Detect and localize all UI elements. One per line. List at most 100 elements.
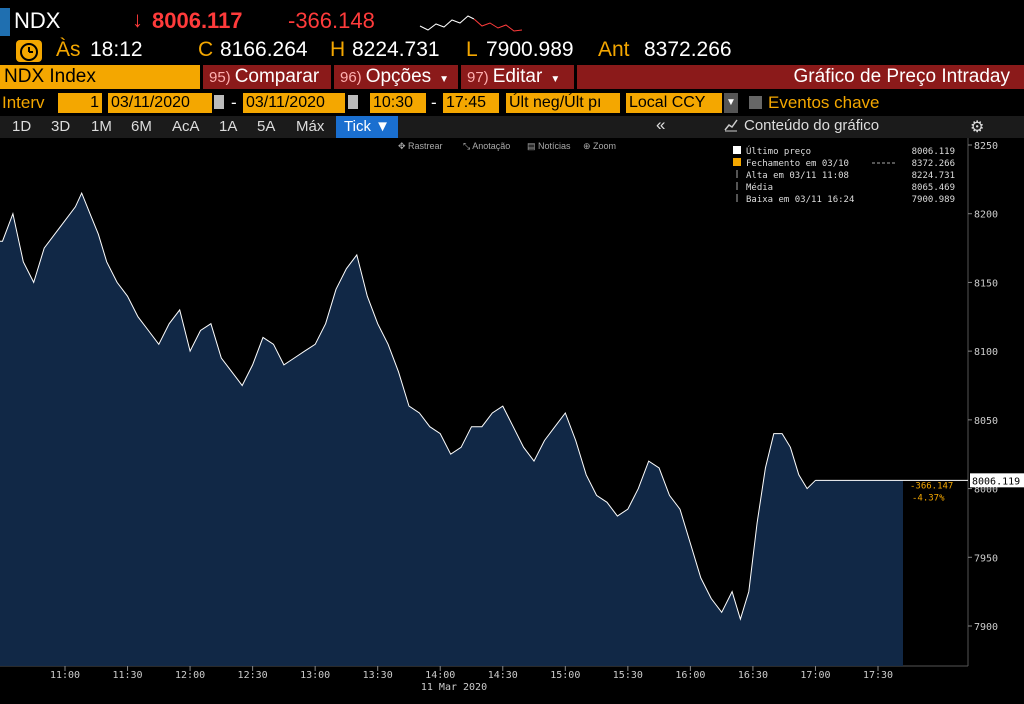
range-max[interactable]: Máx (296, 118, 325, 135)
chart-function-title: Gráfico de Preço Intraday (577, 65, 1024, 89)
y-tick-label: 8250 (974, 141, 998, 152)
end-date-input[interactable]: 03/11/2020 (243, 93, 345, 113)
chart-content-button[interactable]: Conteúdo do gráfico (744, 117, 880, 134)
legend-value: 8224.731 (912, 171, 955, 181)
x-tick-label: 12:00 (175, 670, 205, 681)
y-tick-label: 7950 (974, 553, 998, 564)
start-time-input[interactable]: 10:30 (370, 93, 426, 113)
chart-line-icon (724, 118, 738, 136)
range-1m[interactable]: 1M (91, 118, 112, 135)
low-label: L (466, 38, 478, 61)
change-pct-label: -4.37% (912, 493, 945, 503)
news-tool[interactable]: ▤ Notícias (527, 141, 571, 151)
sparkline-icon (419, 15, 523, 32)
change-label: -366.147 (910, 481, 953, 491)
x-tick-label: 14:30 (488, 670, 518, 681)
price-area-fill (0, 193, 903, 666)
x-tick-label: 14:00 (425, 670, 455, 681)
y-tick-label: 8000 (974, 485, 998, 496)
end-time-input[interactable]: 17:45 (443, 93, 499, 113)
y-tick-label: 7900 (974, 622, 998, 633)
track-tool[interactable]: ✥ Rastrear (398, 141, 443, 151)
events-checkbox[interactable] (749, 96, 762, 109)
last-value-label: 8006.119 (972, 476, 1020, 487)
legend-swatch (733, 146, 741, 154)
price-line (0, 191, 816, 621)
x-tick-label: 17:00 (800, 670, 830, 681)
edit-menu[interactable]: 97) Editar ▼ (461, 65, 574, 89)
legend-box (722, 143, 960, 211)
currency-dropdown-icon[interactable]: ▼ (724, 93, 738, 113)
annotate-tool[interactable]: ⤡ Anotação (463, 141, 511, 151)
compare-label: Comparar (234, 66, 320, 87)
y-tick-label: 8100 (974, 347, 998, 358)
x-tick-label: 16:30 (738, 670, 768, 681)
x-date-label: 11 Mar 2020 (421, 682, 487, 693)
range-5y[interactable]: 5A (257, 118, 276, 135)
legend-label: Alta em 03/11 11:08 (746, 171, 849, 181)
quote-time: 18:12 (90, 38, 143, 61)
legend-value: 8372.266 (912, 159, 955, 169)
collapse-icon[interactable]: « (656, 115, 666, 134)
legend-label: Fechamento em 03/10 (746, 159, 849, 169)
net-change: -366.148 (288, 8, 375, 33)
interval-input[interactable]: 1 (58, 93, 102, 113)
time-label: Às (56, 38, 81, 61)
high-label: H (330, 38, 346, 61)
zoom-tool[interactable]: ⊕ Zoom (583, 141, 617, 151)
x-tick-label: 15:30 (613, 670, 643, 681)
field-select[interactable]: Últ neg/Últ pı (506, 93, 620, 113)
gear-icon[interactable]: ⚙ (970, 119, 985, 136)
y-tick-label: 8200 (974, 210, 998, 221)
edit-label: Editar (492, 66, 543, 87)
y-tick-label: 8050 (974, 416, 998, 427)
last-value-box (970, 473, 1024, 488)
prev-label: Ant (598, 38, 630, 61)
legend-swatch (733, 158, 741, 166)
range-3d[interactable]: 3D (51, 118, 71, 135)
clock-icon (16, 40, 42, 62)
calendar-icon[interactable] (348, 95, 358, 109)
dropdown-caret-icon: ▼ (439, 74, 450, 85)
options-num: 96) (340, 69, 362, 86)
legend-label: Baixa em 03/11 16:24 (746, 195, 854, 205)
prev-value: 8372.266 (644, 38, 732, 61)
edit-num: 97) (467, 69, 489, 86)
options-label: Opções (365, 66, 432, 87)
currency-select[interactable]: Local CCY (626, 93, 722, 113)
interval-label: Interv (2, 93, 45, 112)
legend-label: Último preço (746, 145, 811, 157)
intraday-chart[interactable]: 8250 8200 8150 8100 8050 8000 7950 7900 8006.119… (0, 138, 1024, 704)
x-tick-label: 12:30 (238, 670, 268, 681)
options-menu[interactable]: 96) Opções ▼ (334, 65, 458, 89)
x-tick-label: 11:30 (112, 670, 142, 681)
x-tick-label: 16:00 (675, 670, 705, 681)
events-label: Eventos chave (768, 93, 880, 112)
range-1d[interactable]: 1D (12, 118, 32, 135)
range-ytd[interactable]: AcA (172, 118, 200, 135)
close-value: 8166.264 (220, 38, 308, 61)
x-tick-label: 13:30 (363, 670, 393, 681)
x-tick-label: 17:30 (863, 670, 893, 681)
range-bar (0, 116, 1024, 138)
security-field[interactable]: NDX Index (0, 65, 200, 89)
x-tick-label: 11:00 (50, 670, 80, 681)
legend-value: 8006.119 (912, 147, 955, 157)
compare-menu[interactable]: 95) Comparar (203, 65, 331, 89)
last-price: 8006.117 (152, 8, 243, 33)
y-tick-label: 8150 (974, 278, 998, 289)
x-tick-label: 13:00 (300, 670, 330, 681)
range-tick-button[interactable]: Tick ▼ (336, 116, 398, 138)
calendar-icon[interactable] (214, 95, 224, 109)
date-separator: - (231, 93, 237, 112)
low-value: 7900.989 (486, 38, 574, 61)
range-6m[interactable]: 6M (131, 118, 152, 135)
legend-value: 7900.989 (912, 195, 955, 205)
range-1y[interactable]: 1A (219, 118, 238, 135)
down-arrow-icon: ↓ (132, 7, 143, 32)
start-date-input[interactable]: 03/11/2020 (108, 93, 212, 113)
close-label: C (198, 38, 214, 61)
dropdown-caret-icon: ▼ (550, 74, 561, 85)
high-value: 8224.731 (352, 38, 440, 61)
time-separator: - (431, 93, 437, 112)
